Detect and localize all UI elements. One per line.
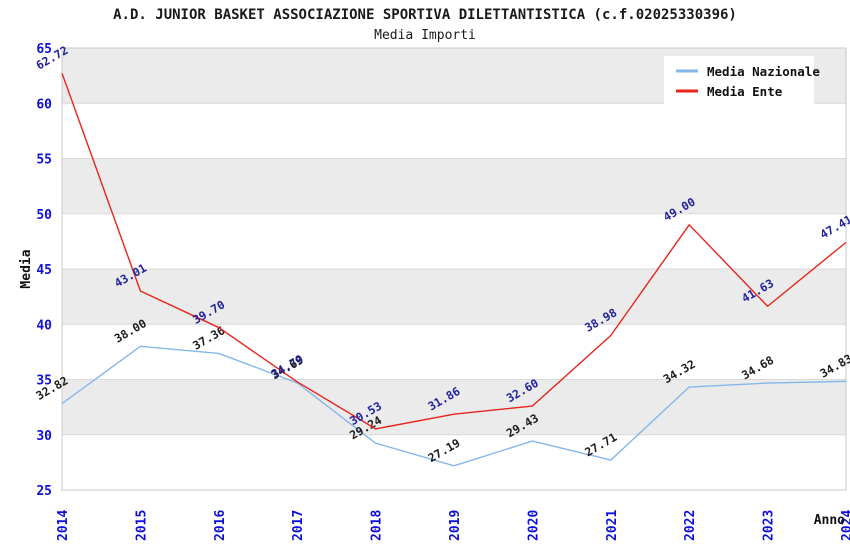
y-tick-label: 45	[36, 263, 52, 278]
y-tick-label: 55	[36, 153, 52, 168]
point-label-media-ente: 47.41	[818, 212, 850, 241]
plot-border	[61, 47, 847, 491]
x-tick-label: 2024	[840, 510, 850, 541]
y-tick-label: 35	[36, 374, 52, 389]
y-tick-label: 25	[36, 484, 52, 499]
y-tick-label: 40	[36, 318, 52, 333]
point-label-media-nazionale: 34.83	[818, 351, 850, 380]
x-tick-label: 2016	[213, 510, 228, 541]
point-label-media-nazionale: 37.36	[190, 323, 227, 352]
y-tick-label: 50	[36, 208, 52, 223]
legend-label-media-nazionale: Media Nazionale	[707, 64, 820, 79]
y-axis-label: Media	[19, 249, 34, 288]
band	[62, 379, 846, 435]
y-tick-label: 30	[36, 429, 52, 444]
legend-label-media-ente: Media Ente	[707, 84, 783, 99]
x-tick-label: 2022	[683, 510, 698, 541]
legend-background	[664, 56, 814, 104]
point-label-media-nazionale: 34.68	[739, 353, 776, 382]
series-line-media-ente	[61, 72, 847, 430]
x-tick-label: 2021	[605, 510, 620, 541]
point-label-media-ente: 34.79	[269, 352, 306, 381]
x-tick-label: 2019	[448, 510, 463, 541]
y-tick-label: 65	[36, 42, 52, 57]
chart-subtitle: Media Importi	[374, 28, 476, 43]
x-tick-label: 2015	[134, 510, 149, 541]
x-tick-label: 2023	[762, 510, 777, 541]
legend: Media Nazionale Media Ente	[664, 56, 820, 104]
x-tick-label: 2018	[370, 510, 385, 541]
series-line-media-nazionale	[61, 345, 847, 467]
plot-area: 25 30 35 40 45 50 55 60 65 2014 2015 2016 2017 2018 20…	[34, 42, 850, 541]
x-tick-label: 2017	[291, 510, 306, 541]
x-tick-label: 2014	[56, 510, 71, 541]
band	[62, 269, 846, 325]
chart-title: A.D. JUNIOR BASKET ASSOCIAZIONE SPORTIVA…	[113, 7, 737, 23]
x-axis-label: Anno	[814, 513, 845, 528]
band	[62, 158, 846, 214]
y-tick-label: 60	[36, 97, 52, 112]
point-label-media-nazionale: 27.19	[426, 436, 463, 465]
x-tick-label: 2020	[526, 510, 541, 541]
